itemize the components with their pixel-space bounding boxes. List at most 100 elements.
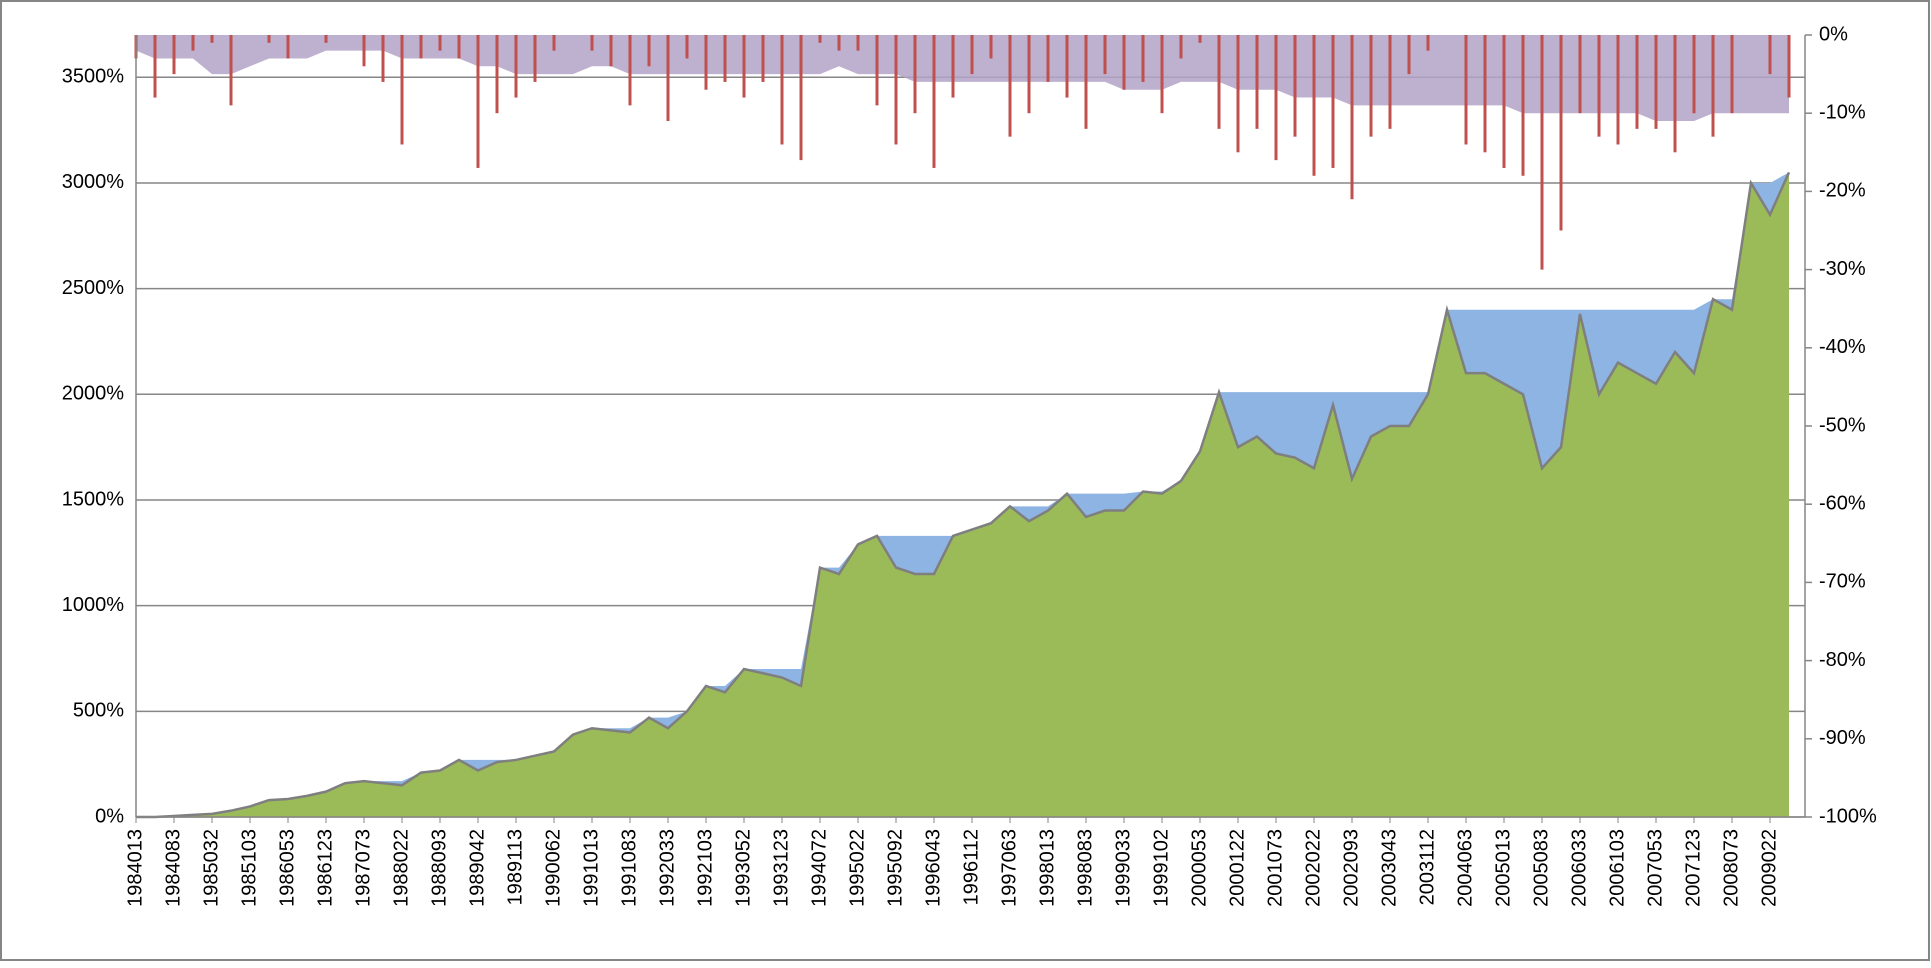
bar [1217, 35, 1221, 129]
bar [533, 35, 537, 82]
x-tick-label: 2003112 [1416, 829, 1438, 905]
bar [1483, 35, 1487, 153]
y2-tick-label: -60% [1819, 492, 1866, 514]
bar [1407, 35, 1411, 75]
y2-tick-label: -40% [1819, 336, 1866, 358]
y2-tick-label: -50% [1819, 414, 1866, 436]
x-tick-label: 1998013 [1036, 829, 1058, 907]
x-tick-label: 1999102 [1150, 829, 1172, 907]
bar [1502, 35, 1506, 168]
bar [229, 35, 233, 106]
bar [362, 35, 366, 67]
y-tick-label: 1000% [62, 594, 124, 616]
bar [590, 35, 594, 51]
bar [324, 35, 328, 43]
x-tick-label: 1989113 [504, 829, 526, 905]
x-tick-label: 2008073 [1720, 829, 1742, 907]
bar [1141, 35, 1145, 82]
bar [457, 35, 461, 59]
x-tick-label: 1998083 [1074, 829, 1096, 907]
x-tick-label: 1996043 [922, 829, 944, 907]
bar [153, 35, 157, 98]
x-tick-label: 1993052 [732, 829, 754, 907]
x-tick-label: 1992033 [656, 829, 678, 907]
y2-tick-label: -80% [1819, 649, 1866, 671]
bar [1369, 35, 1373, 137]
bar [1388, 35, 1392, 129]
bar [1255, 35, 1259, 129]
area-outline [136, 171, 1791, 819]
bar [1084, 35, 1088, 129]
bar [1293, 35, 1297, 137]
x-tick-label: 1988093 [428, 829, 450, 907]
bar [1160, 35, 1164, 114]
bar [1046, 35, 1050, 82]
bar [856, 35, 860, 51]
x-tick-label: 1989042 [466, 829, 488, 907]
x-tick-label: 1991013 [580, 829, 602, 907]
x-tick-label: 1994072 [808, 829, 830, 907]
x-tick-label: 2007053 [1644, 829, 1666, 907]
bar [210, 35, 214, 43]
bar [970, 35, 974, 75]
x-tick-label: 1991083 [618, 829, 640, 907]
area [136, 172, 1789, 818]
x-tick-label: 2009022 [1758, 829, 1780, 907]
bar [875, 35, 879, 106]
bar [1673, 35, 1677, 153]
x-tick-label: 2005083 [1530, 829, 1552, 907]
bar [267, 35, 271, 43]
x-tick-label: 1990062 [542, 829, 564, 907]
x-tick-label: 2000053 [1188, 829, 1210, 907]
bar [1464, 35, 1468, 145]
y2-tick-label: 0% [1819, 23, 1848, 45]
x-tick-label: 1986123 [314, 829, 336, 907]
x-tick-label: 2002022 [1302, 829, 1324, 907]
y-tick-label: 0% [95, 805, 124, 827]
bar [913, 35, 917, 114]
y-tick-label: 3500% [62, 66, 124, 88]
bar [685, 35, 689, 59]
bar [780, 35, 784, 145]
bar [742, 35, 746, 98]
bar [1654, 35, 1658, 129]
bar [419, 35, 423, 59]
x-tick-label: 2005013 [1492, 829, 1514, 907]
y-tick-label: 2500% [62, 277, 124, 299]
x-tick-label: 1993123 [770, 829, 792, 907]
bar [495, 35, 499, 114]
bar [1236, 35, 1240, 153]
bar [1350, 35, 1354, 200]
bar [723, 35, 727, 82]
bar [1730, 35, 1734, 114]
bar [609, 35, 613, 67]
area [136, 35, 1789, 122]
x-tick-label: 1984013 [124, 829, 146, 907]
y2-tick-label: -10% [1819, 101, 1866, 123]
bar [1008, 35, 1012, 137]
bar [1065, 35, 1069, 98]
x-tick-label: 2006103 [1606, 829, 1628, 907]
x-tick-label: 2006033 [1568, 829, 1590, 907]
bar [1597, 35, 1601, 137]
bar [951, 35, 955, 98]
bar [1103, 35, 1107, 75]
bar [932, 35, 936, 168]
bar [1426, 35, 1430, 51]
bar [1635, 35, 1639, 129]
y2-tick-label: -100% [1819, 805, 1877, 827]
bar [1027, 35, 1031, 114]
bar [400, 35, 404, 145]
bar [172, 35, 176, 75]
bar [1787, 35, 1791, 98]
y-tick-label: 3000% [62, 171, 124, 193]
x-tick-label: 1985103 [238, 829, 260, 907]
bar [381, 35, 385, 82]
bar [1521, 35, 1525, 176]
bar [476, 35, 480, 168]
x-tick-label: 2001073 [1264, 829, 1286, 907]
x-tick-label: 1985032 [200, 829, 222, 907]
x-tick-label: 1986053 [276, 829, 298, 907]
bar [1540, 35, 1544, 270]
